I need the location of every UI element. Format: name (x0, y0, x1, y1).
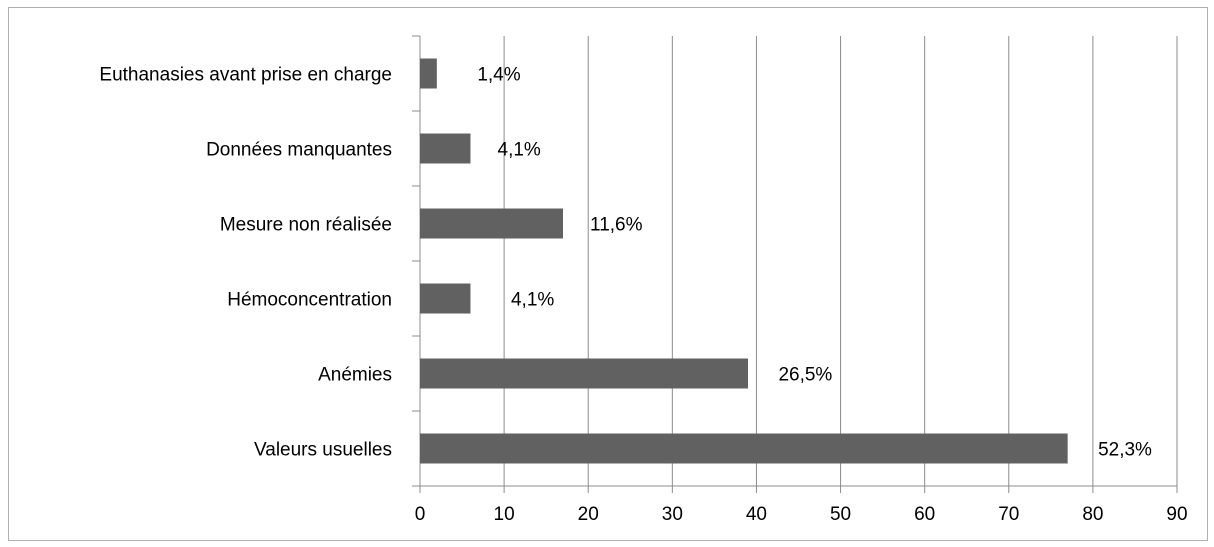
data-label-3: 4,1% (511, 290, 554, 311)
category-label-2: Mesure non réalisée (220, 215, 392, 236)
x-tick-label-50: 50 (830, 504, 851, 525)
x-tick-label-10: 10 (494, 504, 515, 525)
bar-3 (420, 283, 471, 314)
bar-5 (420, 433, 1068, 464)
category-label-1: Données manquantes (206, 140, 392, 161)
bar-4 (420, 358, 749, 389)
x-tick-label-70: 70 (998, 504, 1019, 525)
x-tick-label-30: 30 (662, 504, 683, 525)
x-tick-label-0: 0 (415, 504, 426, 525)
category-label-0: Euthanasies avant prise en charge (99, 65, 392, 86)
data-label-0: 1,4% (477, 65, 520, 86)
category-label-4: Anémies (318, 365, 392, 386)
x-tick-label-20: 20 (578, 504, 599, 525)
x-tick-label-90: 90 (1166, 504, 1187, 525)
x-tick-label-40: 40 (746, 504, 767, 525)
data-label-4: 26,5% (778, 365, 832, 386)
category-label-3: Hémoconcentration (227, 290, 392, 311)
x-tick-label-60: 60 (914, 504, 935, 525)
bar-0 (420, 58, 437, 89)
data-label-2: 11,6% (590, 215, 643, 236)
data-label-1: 4,1% (498, 140, 541, 161)
category-label-5: Valeurs usuelles (254, 440, 392, 461)
bar-1 (420, 133, 471, 164)
bar-2 (420, 208, 563, 239)
data-label-5: 52,3% (1098, 440, 1152, 461)
x-tick-label-80: 80 (1082, 504, 1103, 525)
